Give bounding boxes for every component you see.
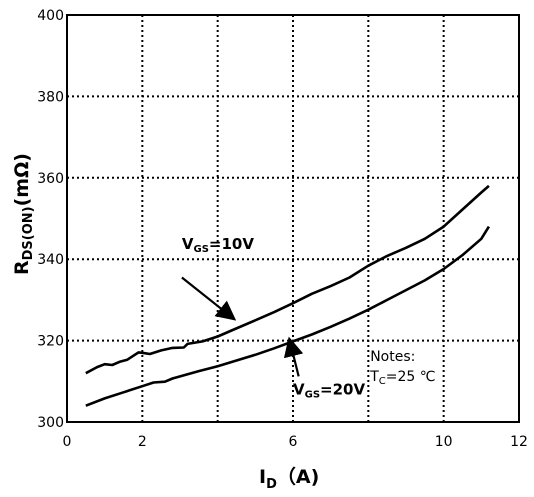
series-line-2 — [85, 225, 491, 407]
x-tick-2: 2 — [138, 434, 147, 450]
x-tick-labels: 0 2 6 10 12 — [63, 434, 528, 450]
y-tick-340: 340 — [37, 252, 64, 268]
y-axis-title-unit: (mΩ) — [11, 153, 33, 206]
series-label-20v-main: V — [293, 380, 305, 398]
notes-tc-value: =25 ℃ — [386, 369, 436, 385]
y-tick-300: 300 — [37, 415, 64, 431]
x-axis-title: ID（A) — [259, 465, 319, 492]
series-label-20v-value: =20V — [320, 380, 365, 398]
series-label-vgs-10v: VGS=10V — [182, 235, 254, 255]
x-axis-title-sub: D — [266, 477, 277, 492]
series-label-10v-main: V — [182, 235, 194, 253]
x-tick-12: 12 — [510, 434, 528, 450]
series-label-10v-value: =10V — [209, 235, 254, 253]
arrow-20v — [283, 336, 304, 377]
series-line-1 — [85, 184, 490, 375]
series-layer — [85, 184, 491, 407]
x-tick-0: 0 — [63, 434, 72, 450]
notes-tc-sub: C — [379, 376, 386, 387]
arrow-10v — [181, 276, 237, 321]
series-label-vgs-20v: VGS=20V — [293, 380, 365, 400]
y-axis-title-sub: DS(ON) — [21, 206, 36, 260]
x-axis-title-main: I — [259, 466, 266, 488]
y-tick-320: 320 — [37, 334, 64, 350]
x-axis-title-unit: （A) — [277, 465, 319, 488]
grid-lines — [67, 15, 519, 422]
annotations: VGS=10V VGS=20V Notes: TC=25 ℃ — [181, 235, 435, 400]
series-label-20v-sub: GS — [305, 389, 320, 400]
y-tick-360: 360 — [37, 171, 64, 187]
x-tick-10: 10 — [435, 434, 453, 450]
series-label-10v-sub: GS — [193, 244, 208, 255]
y-tick-labels: 300 320 340 360 380 400 — [37, 8, 64, 431]
notes-case-temperature: TC=25 ℃ — [369, 369, 435, 387]
y-axis-title: RDS(ON)(mΩ) — [11, 153, 36, 275]
y-tick-400: 400 — [37, 8, 64, 24]
x-tick-6: 6 — [289, 434, 298, 450]
notes-title: Notes: — [370, 349, 415, 365]
y-axis-title-main: R — [11, 260, 33, 275]
plot-frame — [66, 14, 520, 423]
notes-tc-main: T — [369, 369, 379, 385]
y-tick-380: 380 — [37, 89, 64, 105]
